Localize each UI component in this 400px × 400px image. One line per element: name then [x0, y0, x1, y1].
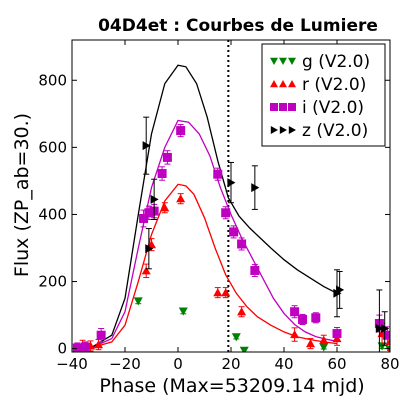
- data-point-i: [311, 313, 321, 323]
- x-tick-label: 40: [274, 355, 293, 373]
- data-point-z: [251, 183, 260, 193]
- fit-curve-z: [90, 64, 338, 349]
- y-axis-label: Flux (ZP_ab=30.): [11, 113, 33, 277]
- x-tick-label: −40: [56, 355, 88, 373]
- x-tick-label: 80: [380, 355, 399, 373]
- data-point-i: [298, 314, 308, 324]
- data-point-i: [382, 330, 390, 340]
- chart-title: 04D4et : Courbes de Lumiere: [98, 16, 378, 36]
- data-point-z: [227, 178, 236, 188]
- legend-marker-r: [288, 80, 296, 88]
- data-point-z: [381, 324, 390, 334]
- legend-label-g: g (V2.0): [302, 52, 370, 72]
- data-point-i: [162, 152, 172, 162]
- data-point-i: [229, 227, 239, 237]
- legend-marker-g: [279, 57, 287, 65]
- data-point-z: [145, 244, 154, 254]
- data-point-i: [139, 213, 149, 223]
- data-point-r: [290, 330, 300, 339]
- plot-clip-group: [72, 40, 390, 352]
- data-point-r: [141, 266, 151, 275]
- data-point-r: [213, 288, 223, 297]
- y-tick-label: 800: [38, 71, 67, 89]
- y-tick-label: 600: [38, 138, 67, 156]
- data-point-i: [72, 343, 82, 352]
- legend-label-z: z (V2.0): [302, 121, 368, 141]
- data-point-r: [306, 339, 315, 348]
- data-point-i: [237, 239, 247, 249]
- legend-marker-g: [270, 57, 278, 65]
- data-point-r: [94, 340, 103, 349]
- data-point-i: [213, 169, 223, 179]
- data-point-r: [160, 203, 170, 212]
- data-point-i: [250, 265, 260, 275]
- data-point-i: [221, 208, 231, 218]
- data-point-g: [239, 346, 249, 352]
- data-point-g: [133, 297, 143, 306]
- legend-marker-i: [279, 103, 287, 111]
- data-point-i: [332, 329, 342, 339]
- data-point-r: [319, 335, 329, 344]
- legend-marker-z: [279, 126, 287, 134]
- data-point-z: [375, 324, 384, 334]
- legend-label-i: i (V2.0): [302, 98, 364, 118]
- fit-curve-i: [90, 119, 338, 349]
- data-point-g: [178, 307, 188, 316]
- x-tick-label: −20: [109, 355, 141, 373]
- data-point-r: [221, 288, 231, 297]
- data-point-z: [142, 141, 151, 151]
- data-point-z: [150, 194, 159, 204]
- data-point-i: [176, 126, 186, 136]
- x-tick-label: 20: [221, 355, 240, 373]
- x-tick-label: 60: [327, 355, 346, 373]
- data-point-i: [96, 330, 106, 340]
- x-tick-label: 0: [173, 355, 183, 373]
- legend-marker-i: [288, 103, 296, 111]
- x-axis-label: Phase (Max=53209.14 mjd): [99, 375, 364, 397]
- data-point-r: [176, 194, 186, 203]
- data-point-i: [157, 169, 167, 179]
- legend-marker-r: [270, 80, 278, 88]
- legend-marker-g: [288, 57, 296, 65]
- data-point-i: [80, 342, 90, 352]
- legend-marker-r: [279, 80, 287, 88]
- legend-marker-z: [288, 126, 296, 134]
- data-point-g: [231, 333, 241, 342]
- legend-marker-i: [270, 103, 278, 111]
- legend: g (V2.0) r (V2.0) i (V2.0) z (V2.0): [261, 43, 386, 147]
- y-tick-label: 200: [38, 273, 67, 291]
- legend-marker-z: [270, 126, 278, 134]
- data-point-z: [336, 285, 345, 295]
- y-tick-label: 0: [57, 340, 67, 358]
- data-point-i: [144, 208, 154, 218]
- y-tick-label: 400: [38, 205, 67, 223]
- legend-label-r: r (V2.0): [302, 75, 366, 95]
- data-point-i: [290, 307, 300, 317]
- data-point-r: [237, 307, 247, 316]
